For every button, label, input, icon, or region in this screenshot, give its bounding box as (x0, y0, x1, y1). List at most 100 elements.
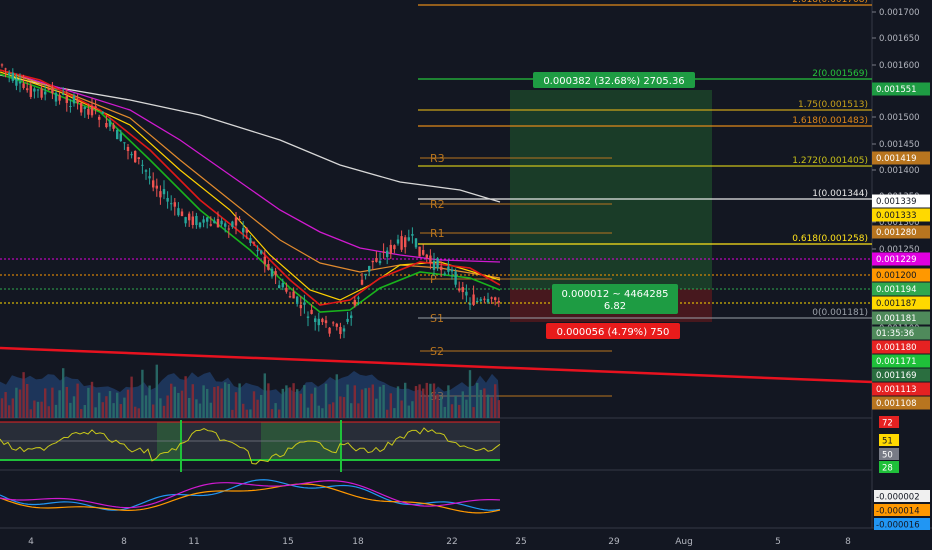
volume-bar (80, 409, 83, 418)
volume-bar (321, 408, 324, 418)
macd-axis-label: -0.000002 (876, 493, 920, 503)
candle-body (80, 102, 83, 113)
candle-body (180, 211, 184, 217)
volume-bar (299, 393, 302, 418)
ma-100-line (0, 69, 501, 263)
price-label-badge (872, 340, 930, 354)
volume-bar (108, 391, 112, 418)
candle-body (490, 297, 493, 299)
candle-body (231, 221, 234, 227)
fib-level-label: 2.618(0.001708) (792, 0, 868, 5)
macd-axis-badge (874, 518, 930, 530)
candle-body (310, 309, 313, 314)
volume-bar (26, 383, 29, 418)
pivot-label: P (430, 273, 437, 286)
price-label-text: 0.001200 (876, 271, 917, 281)
pivot-label: R2 (430, 198, 445, 211)
macd-line (0, 479, 501, 511)
volume-bar (22, 372, 25, 418)
candle-body (288, 296, 292, 298)
candle-body (339, 326, 342, 335)
candle-body (54, 92, 58, 102)
candle-body (72, 95, 76, 104)
volume-bar (231, 409, 234, 418)
candle-body (227, 228, 230, 230)
volume-bar (119, 404, 122, 418)
ratio-label-bg (552, 284, 678, 314)
volume-bar (332, 402, 335, 418)
price-label-text: 0.001333 (876, 211, 917, 221)
candle-body (242, 228, 245, 233)
candle-body (335, 323, 338, 327)
volume-bar (400, 400, 403, 418)
volume-bar (36, 401, 40, 418)
candle-body (141, 164, 144, 166)
volume-bar (281, 388, 284, 418)
candle-body (8, 72, 11, 76)
candle-body (206, 217, 209, 222)
candle-body (69, 105, 72, 107)
candle-body (260, 250, 263, 254)
fib-extension[interactable]: 2.618(0.001708) 2(0.001569) 1.75(0.001513)… (418, 0, 872, 319)
candle-body (152, 180, 155, 188)
volume-bar (310, 393, 313, 418)
candle-body (11, 72, 14, 81)
price-label-text: 01:35:36 (876, 329, 914, 339)
volume-bar (112, 403, 115, 418)
candle-body (105, 122, 108, 128)
candle-body (497, 300, 500, 303)
candle-body (98, 116, 101, 120)
price-label-text: 0.001229 (876, 255, 917, 265)
candle-body (26, 88, 29, 91)
volume-bar (350, 403, 353, 418)
volume-bar (364, 388, 367, 418)
candle-body (94, 106, 97, 109)
volume-bar (105, 396, 108, 418)
volume-bar (15, 387, 18, 418)
volume-bar (159, 398, 162, 418)
candle-body (476, 300, 479, 302)
price-label-text: 0.001108 (876, 399, 917, 409)
volume-bar (11, 398, 14, 418)
price-tick-label: 0.001700 (879, 8, 920, 18)
price-label-badge (872, 282, 930, 296)
price-label-text: 0.001169 (876, 371, 917, 381)
stop-label-bg (546, 323, 680, 339)
pivot-label: R3 (430, 152, 445, 165)
volume-bar (4, 392, 7, 418)
candle-body (400, 236, 403, 250)
candle-body (177, 208, 180, 216)
rsi-pane: 72 51 50 28 (0, 416, 899, 474)
volume-bar (184, 376, 187, 418)
volume-bar (94, 407, 97, 418)
candle-body (148, 176, 151, 179)
candle-body (130, 154, 133, 156)
rsi-axis-label: 51 (882, 437, 893, 447)
candle-body (22, 83, 25, 88)
candle-body (123, 142, 126, 144)
candle-body (314, 318, 317, 323)
rsi-axis-badge (879, 416, 899, 428)
volume-bar (65, 386, 68, 418)
ma-20-line (0, 69, 501, 306)
volume-bar (134, 406, 137, 418)
volume-bar (141, 369, 144, 418)
candle-body (414, 238, 418, 248)
trendline[interactable] (0, 346, 873, 384)
volume-bar (479, 389, 482, 418)
volume-bar (155, 364, 158, 418)
candle-body (213, 220, 216, 224)
volume-bar (306, 407, 310, 418)
volume-bar (472, 407, 475, 418)
date-tick-label: 8 (845, 537, 851, 547)
price-tick-label: 0.001600 (879, 61, 920, 71)
date-tick-label: 4 (28, 537, 34, 547)
volume-bar (137, 408, 140, 418)
candle-body (4, 68, 7, 70)
rsi-axis-label: 28 (882, 464, 893, 474)
volume-bar (209, 402, 212, 418)
candle-body (393, 245, 396, 250)
volume-bar (116, 392, 119, 418)
candle-body (220, 220, 223, 225)
